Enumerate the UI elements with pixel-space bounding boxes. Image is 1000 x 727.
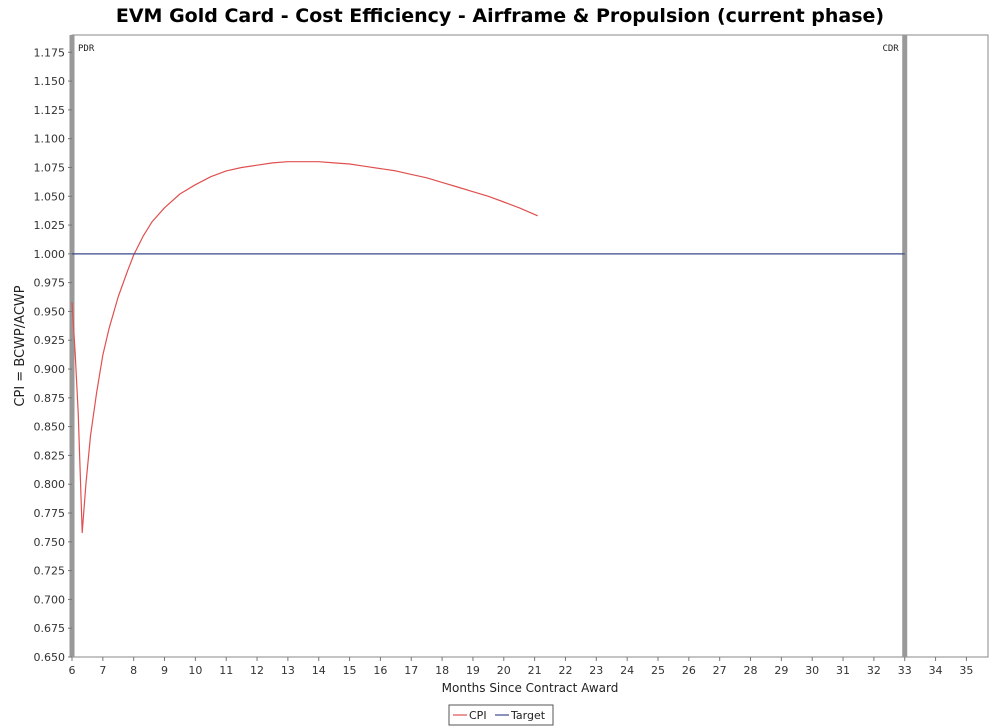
x-tick-label: 7 bbox=[99, 664, 106, 677]
y-tick-label: 0.900 bbox=[34, 363, 66, 376]
x-tick-label: 26 bbox=[682, 664, 696, 677]
x-tick-label: 6 bbox=[69, 664, 76, 677]
x-tick-label: 17 bbox=[404, 664, 418, 677]
x-tick-label: 31 bbox=[836, 664, 850, 677]
legend: CPI Target bbox=[448, 704, 554, 726]
series-layer bbox=[71, 161, 905, 534]
x-tick-label: 20 bbox=[497, 664, 511, 677]
y-tick-label: 1.125 bbox=[34, 104, 66, 117]
x-axis: 6 7 8 9 10 11 12 13 14 15 16 17 18 19 20 21 22 23 24 25 26 27… bbox=[69, 657, 973, 677]
x-tick-label: 34 bbox=[929, 664, 943, 677]
y-tick-label: 1.100 bbox=[34, 133, 66, 146]
x-tick-label: 25 bbox=[651, 664, 665, 677]
x-tick-label: 15 bbox=[343, 664, 357, 677]
milestone-layer: PDR CDR bbox=[69, 35, 908, 657]
milestone-cdr-label: CDR bbox=[882, 44, 899, 54]
y-tick-label: 0.800 bbox=[34, 478, 66, 491]
y-tick-label: 1.025 bbox=[34, 219, 66, 232]
x-axis-label: Months Since Contract Award bbox=[442, 681, 619, 695]
series-cpi-line bbox=[71, 161, 538, 534]
x-tick-label: 16 bbox=[373, 664, 387, 677]
y-tick-label: 0.975 bbox=[34, 277, 66, 290]
y-tick-label: 0.950 bbox=[34, 305, 66, 318]
y-tick-label: 1.075 bbox=[34, 161, 66, 174]
x-tick-label: 28 bbox=[744, 664, 758, 677]
x-tick-label: 30 bbox=[805, 664, 819, 677]
x-tick-label: 12 bbox=[250, 664, 264, 677]
y-tick-label: 0.750 bbox=[34, 536, 66, 549]
plot-area bbox=[71, 34, 989, 658]
x-tick-label: 21 bbox=[528, 664, 542, 677]
x-tick-label: 35 bbox=[959, 664, 973, 677]
y-tick-label: 0.875 bbox=[34, 392, 66, 405]
x-tick-label: 29 bbox=[774, 664, 788, 677]
y-tick-label: 0.675 bbox=[34, 622, 66, 635]
milestone-pdr-label: PDR bbox=[78, 44, 95, 54]
milestone-pdr-line bbox=[69, 35, 75, 657]
x-tick-label: 19 bbox=[466, 664, 480, 677]
y-tick-label: 0.825 bbox=[34, 449, 66, 462]
y-tick-label: 0.725 bbox=[34, 565, 66, 578]
x-tick-label: 8 bbox=[130, 664, 137, 677]
y-tick-label: 0.700 bbox=[34, 593, 66, 606]
x-tick-label: 9 bbox=[161, 664, 168, 677]
x-tick-label: 22 bbox=[558, 664, 572, 677]
y-tick-label: 1.050 bbox=[34, 190, 66, 203]
milestone-cdr-line bbox=[902, 35, 908, 657]
legend-label-target: Target bbox=[510, 709, 546, 722]
y-axis-label: CPI = BCWP/ACWP bbox=[13, 285, 28, 406]
y-tick-label: 0.850 bbox=[34, 421, 66, 434]
x-tick-label: 32 bbox=[867, 664, 881, 677]
legend-label-cpi: CPI bbox=[469, 709, 487, 722]
y-tick-label: 1.000 bbox=[34, 248, 66, 261]
y-tick-label: 0.650 bbox=[34, 651, 66, 664]
y-axis: 0.650 0.675 0.700 0.725 0.750 0.775 0.800 0.825… bbox=[34, 46, 72, 664]
y-tick-label: 0.775 bbox=[34, 507, 66, 520]
y-tick-label: 0.925 bbox=[34, 334, 66, 347]
x-tick-label: 13 bbox=[281, 664, 295, 677]
x-tick-label: 10 bbox=[188, 664, 202, 677]
x-tick-label: 33 bbox=[898, 664, 912, 677]
x-tick-label: 11 bbox=[219, 664, 233, 677]
y-tick-label: 1.150 bbox=[34, 75, 66, 88]
x-tick-label: 14 bbox=[312, 664, 326, 677]
x-tick-label: 24 bbox=[620, 664, 634, 677]
x-tick-label: 27 bbox=[713, 664, 727, 677]
chart-title: EVM Gold Card - Cost Efficiency - Airfra… bbox=[116, 5, 884, 27]
x-tick-label: 23 bbox=[589, 664, 603, 677]
x-tick-label: 18 bbox=[435, 664, 449, 677]
y-tick-label: 1.175 bbox=[34, 46, 66, 59]
